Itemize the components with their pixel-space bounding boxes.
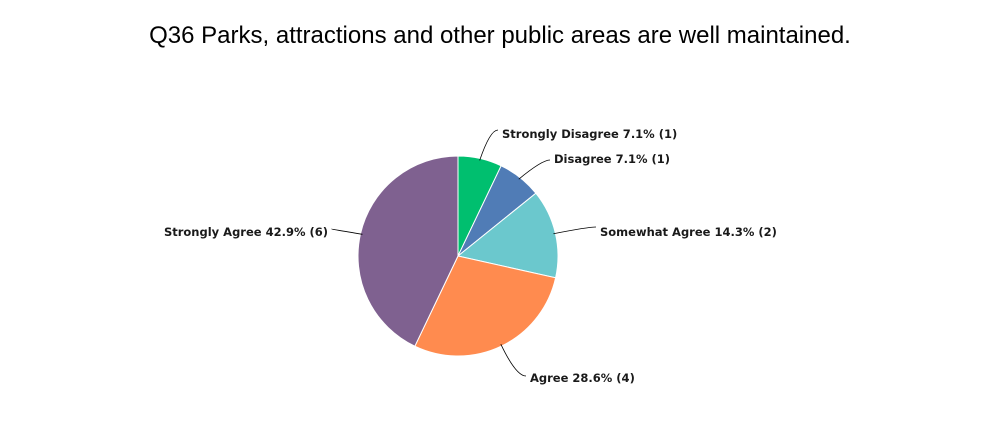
slice-label-somewhat-agree: Somewhat Agree 14.3% (2) [600, 225, 777, 239]
pie-slices [357, 155, 559, 357]
leader-line-agree [500, 343, 527, 377]
slice-labels: Strongly Disagree 7.1% (1) Disagree 7.1% … [164, 127, 777, 385]
leader-line-somewhat-agree [553, 226, 597, 235]
slice-label-agree: Agree 28.6% (4) [530, 371, 635, 385]
slice-label-strongly-agree: Strongly Agree 42.9% (6) [164, 225, 328, 239]
leader-lines [331, 129, 597, 377]
leader-line-disagree [518, 159, 551, 180]
slice-label-disagree: Disagree 7.1% (1) [554, 152, 670, 166]
chart-title: Q36 Parks, attractions and other public … [149, 22, 851, 49]
slice-label-strongly-disagree: Strongly Disagree 7.1% (1) [502, 127, 677, 141]
leader-line-strongly-agree [331, 228, 363, 235]
leader-line-strongly-disagree [479, 129, 499, 161]
